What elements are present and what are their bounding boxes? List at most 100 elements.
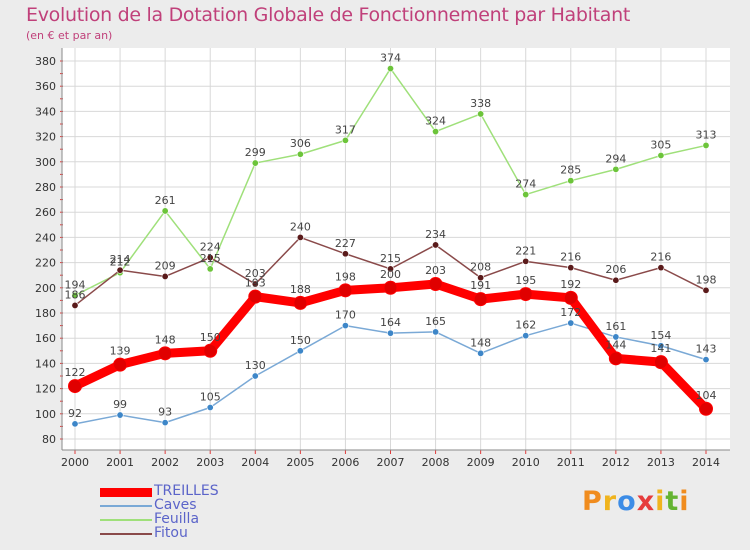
data-label-caves: 161	[605, 320, 626, 333]
data-point-feuilla	[567, 177, 575, 185]
data-label-fitou: 215	[380, 252, 401, 265]
data-point-fitou	[251, 280, 259, 288]
x-tick-label: 2006	[331, 456, 359, 469]
data-label-caves: 93	[158, 406, 172, 419]
data-label-feuilla: 194	[65, 278, 86, 291]
x-tick-label: 2014	[692, 456, 720, 469]
data-point-treilles	[203, 343, 218, 358]
data-point-caves	[522, 332, 530, 340]
y-tick-label: 320	[35, 131, 56, 144]
x-tick-label: 2009	[467, 456, 495, 469]
data-point-feuilla	[657, 152, 665, 160]
data-label-fitou: 206	[605, 263, 626, 276]
data-point-treilles	[653, 355, 668, 370]
x-tick-label: 2003	[196, 456, 224, 469]
plot-area	[62, 48, 730, 450]
data-point-fitou	[612, 276, 620, 284]
data-point-caves	[567, 319, 575, 327]
logo-letter: o	[617, 486, 637, 517]
data-point-caves	[702, 356, 710, 364]
data-point-feuilla	[432, 128, 440, 136]
data-label-caves: 162	[515, 319, 536, 332]
data-point-feuilla	[386, 65, 394, 73]
data-label-treilles: 193	[245, 277, 266, 290]
data-label-treilles: 191	[470, 279, 491, 292]
data-label-feuilla: 306	[290, 137, 311, 150]
data-label-caves: 143	[696, 343, 717, 356]
data-point-fitou	[116, 266, 124, 274]
data-point-feuilla	[477, 110, 485, 118]
legend-item-caves: Caves	[100, 497, 300, 513]
data-point-fitou	[432, 241, 440, 249]
data-label-feuilla: 294	[605, 152, 626, 165]
data-label-treilles: 195	[515, 274, 536, 287]
x-tick-label: 2013	[647, 456, 675, 469]
y-tick-label: 280	[35, 181, 56, 194]
legend-item-feuilla: Feuilla	[100, 511, 300, 527]
data-point-treilles	[113, 357, 128, 372]
data-point-fitou	[71, 301, 79, 309]
y-tick-label: 380	[35, 55, 56, 68]
data-point-treilles	[383, 280, 398, 295]
y-tick-label: 100	[35, 408, 56, 421]
data-label-feuilla: 313	[696, 128, 717, 141]
legend: TREILLES Caves Feuilla Fitou	[100, 483, 300, 541]
legend-swatch	[100, 505, 152, 507]
data-point-caves	[71, 420, 79, 428]
data-point-treilles	[68, 379, 82, 394]
x-tick-label: 2012	[602, 456, 630, 469]
logo-letter: x	[636, 486, 656, 517]
y-tick-label: 140	[35, 357, 56, 370]
data-label-treilles: 200	[380, 268, 401, 281]
data-point-caves	[432, 328, 440, 336]
y-tick-label: 120	[35, 383, 56, 396]
logo-letter: P	[582, 486, 603, 517]
data-point-caves	[612, 333, 620, 341]
data-point-treilles	[338, 283, 353, 298]
data-label-treilles: 198	[335, 270, 356, 283]
data-point-treilles	[563, 290, 578, 305]
logo-letter: i	[655, 486, 666, 517]
data-label-caves: 170	[335, 309, 356, 322]
y-tick-label: 200	[35, 282, 56, 295]
data-label-fitou: 224	[200, 241, 221, 254]
proxiti-logo: Proxiti	[582, 486, 690, 517]
y-tick-label: 180	[35, 307, 56, 320]
x-tick-label: 2002	[151, 456, 179, 469]
data-point-feuilla	[341, 136, 349, 144]
data-label-fitou: 214	[110, 253, 131, 266]
data-label-feuilla: 215	[200, 252, 221, 265]
data-label-treilles: 144	[605, 338, 626, 351]
x-tick-label: 2005	[286, 456, 314, 469]
data-label-fitou: 203	[245, 267, 266, 280]
data-label-fitou: 209	[155, 259, 176, 272]
logo-letter: r	[602, 486, 618, 517]
data-label-treilles: 104	[696, 389, 717, 402]
legend-swatch	[100, 533, 152, 535]
y-tick-label: 240	[35, 231, 56, 244]
data-point-feuilla	[71, 291, 79, 299]
data-point-fitou	[657, 264, 665, 272]
data-label-fitou: 186	[65, 288, 86, 301]
data-label-caves: 92	[68, 407, 82, 420]
data-point-feuilla	[251, 159, 259, 167]
data-label-treilles: 192	[560, 278, 581, 291]
legend-label: TREILLES	[154, 483, 219, 499]
data-label-caves: 130	[245, 359, 266, 372]
data-point-treilles	[293, 295, 308, 310]
data-point-feuilla	[206, 265, 214, 273]
y-tick-label: 160	[35, 332, 56, 345]
data-label-feuilla: 261	[155, 194, 176, 207]
legend-label: Fitou	[154, 525, 188, 541]
data-point-feuilla	[296, 150, 304, 158]
data-point-treilles	[428, 277, 443, 292]
data-label-treilles: 150	[200, 331, 221, 344]
data-label-caves: 165	[425, 315, 446, 328]
data-label-fitou: 198	[696, 273, 717, 286]
data-point-caves	[206, 403, 214, 411]
data-label-treilles: 203	[425, 264, 446, 277]
data-point-caves	[251, 372, 259, 380]
data-point-fitou	[567, 264, 575, 272]
x-tick-label: 2001	[106, 456, 134, 469]
series-treilles	[68, 277, 713, 416]
